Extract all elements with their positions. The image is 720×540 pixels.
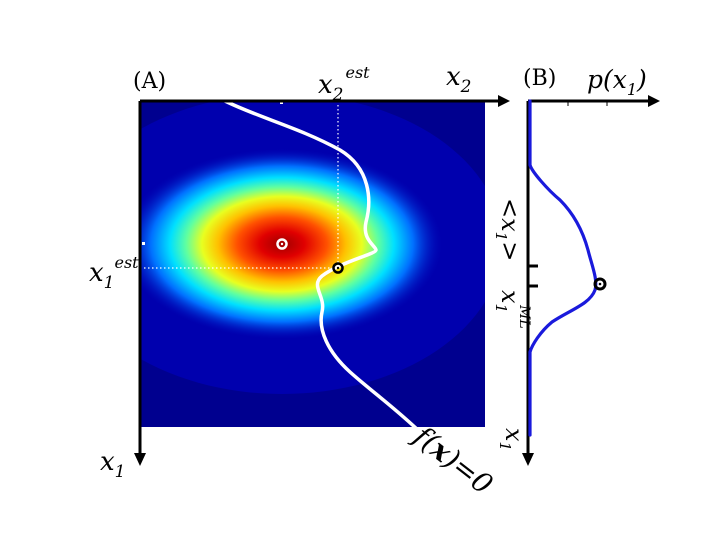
- x2-axis-tick: [280, 102, 283, 104]
- panel-a: (A) x2 x2est x1est x1 f(x)=0: [89, 62, 510, 501]
- panel-b-x1-axis-label: x1: [496, 428, 528, 451]
- x1-axis-label: x1: [100, 447, 126, 482]
- estimate-marker: [332, 262, 344, 274]
- panel-b-tag: (B): [523, 66, 556, 91]
- x1-est-label: x1est: [89, 253, 139, 293]
- mean-marker-center: [280, 242, 284, 246]
- density-label: p(x1): [587, 65, 647, 99]
- density-curve: [528, 99, 598, 437]
- ml-label: x1 ML: [492, 290, 532, 329]
- panel-b: (B) p(x1) <x1> x1 ML x1: [492, 65, 660, 466]
- x2-axis-arrow: [498, 95, 510, 107]
- x2-est-label: x2est: [318, 63, 370, 105]
- panel-b-x1-axis-arrow: [522, 453, 534, 466]
- panel-a-tag: (A): [133, 69, 166, 94]
- estimate-marker-center: [336, 266, 340, 270]
- ml-marker-center: [598, 282, 602, 286]
- x1-axis-tick: [142, 242, 145, 245]
- constraint-curve: [223, 99, 422, 434]
- constraint-label: f(x)=0: [406, 418, 499, 501]
- x1-axis-arrow: [134, 453, 146, 466]
- mean-label: <x1>: [492, 198, 524, 261]
- heatmap: [140, 101, 485, 427]
- x2-axis-label: x2: [446, 62, 472, 97]
- mean-marker: [276, 238, 288, 250]
- ml-marker: [593, 277, 607, 291]
- density-axis-arrow: [648, 95, 660, 107]
- heatmap-gaussian: [140, 149, 442, 339]
